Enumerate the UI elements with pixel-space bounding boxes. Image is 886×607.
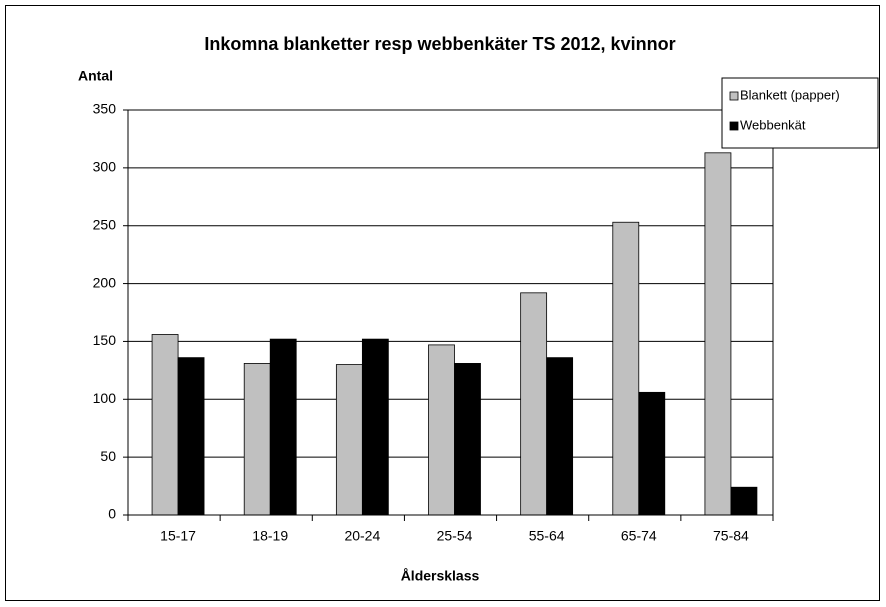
x-tick-label: 20-24 <box>344 528 380 544</box>
bar <box>243 363 271 516</box>
y-tick-label: 350 <box>93 101 117 117</box>
y-tick-label: 200 <box>93 274 117 290</box>
bar <box>638 391 666 516</box>
y-tick-label: 0 <box>108 506 116 522</box>
legend-label: Blankett (papper) <box>740 87 840 102</box>
bar <box>177 357 205 516</box>
chart-title: Inkomna blanketter resp webbenkäter TS 2… <box>204 34 675 54</box>
bar <box>151 334 179 516</box>
bar <box>428 344 455 516</box>
y-tick-label: 150 <box>93 332 117 348</box>
y-tick-label: 50 <box>100 448 116 464</box>
bar <box>730 486 758 516</box>
x-tick-label: 65-74 <box>621 528 657 544</box>
bar <box>335 364 363 516</box>
x-tick-label: 75-84 <box>713 528 749 544</box>
bar <box>704 152 732 516</box>
y-tick-label: 300 <box>93 159 117 175</box>
x-axis-label: Åldersklass <box>401 568 480 584</box>
bar <box>454 363 481 516</box>
y-axis-label: Antal <box>78 68 113 84</box>
bar <box>269 338 297 516</box>
bar <box>520 292 548 516</box>
x-tick-label: 25-54 <box>437 528 473 544</box>
legend-marker <box>729 91 739 101</box>
y-tick-label: 100 <box>93 390 117 406</box>
bar <box>612 221 640 516</box>
y-tick-label: 250 <box>93 216 117 232</box>
bar <box>546 357 574 516</box>
x-tick-label: 18-19 <box>252 528 288 544</box>
bar <box>361 338 389 516</box>
legend-box <box>721 77 879 149</box>
legend-marker <box>729 121 739 131</box>
x-tick-label: 55-64 <box>529 528 565 544</box>
x-tick-label: 15-17 <box>160 528 196 544</box>
legend-label: Webbenkät <box>740 117 806 132</box>
